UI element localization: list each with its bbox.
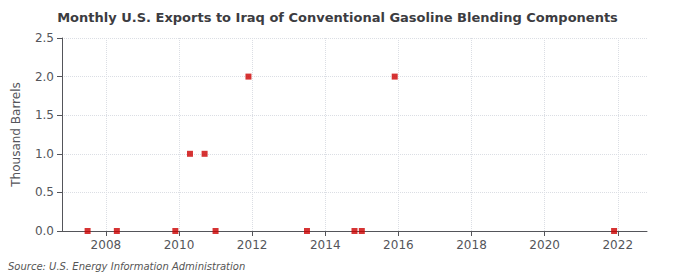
svg-text:2022: 2022	[602, 238, 633, 252]
svg-text:2018: 2018	[456, 238, 487, 252]
svg-text:0.5: 0.5	[35, 185, 54, 199]
svg-text:2016: 2016	[383, 238, 414, 252]
svg-text:2014: 2014	[310, 238, 341, 252]
svg-text:2020: 2020	[529, 238, 560, 252]
svg-text:Monthly U.S. Exports to Iraq o: Monthly U.S. Exports to Iraq of Conventi…	[57, 10, 618, 25]
svg-text:2008: 2008	[91, 238, 122, 252]
svg-text:1.5: 1.5	[35, 108, 54, 122]
svg-text:2.5: 2.5	[35, 31, 54, 45]
svg-text:0.0: 0.0	[35, 224, 54, 238]
svg-text:Source: U.S. Energy Informatio: Source: U.S. Energy Information Administ…	[8, 261, 245, 272]
svg-text:Thousand Barrels: Thousand Barrels	[9, 82, 23, 187]
svg-text:2010: 2010	[164, 238, 195, 252]
svg-text:1.0: 1.0	[35, 147, 54, 161]
svg-text:2012: 2012	[237, 238, 268, 252]
svg-text:2.0: 2.0	[35, 70, 54, 84]
